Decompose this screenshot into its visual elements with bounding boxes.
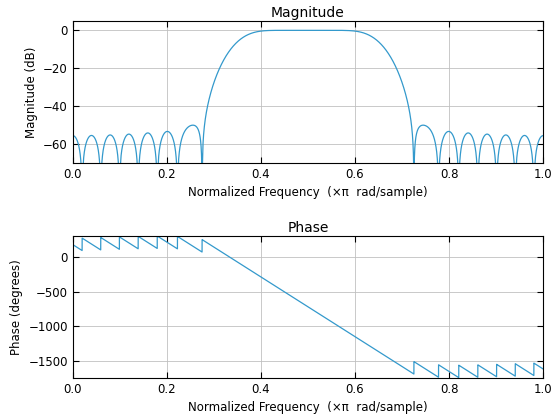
Title: Phase: Phase: [287, 221, 329, 235]
Title: Magnitude: Magnitude: [271, 6, 345, 20]
X-axis label: Normalized Frequency  (×π  rad/sample): Normalized Frequency (×π rad/sample): [188, 186, 428, 199]
X-axis label: Normalized Frequency  (×π  rad/sample): Normalized Frequency (×π rad/sample): [188, 402, 428, 415]
Y-axis label: Magnitude (dB): Magnitude (dB): [25, 46, 38, 137]
Y-axis label: Phase (degrees): Phase (degrees): [10, 259, 23, 355]
